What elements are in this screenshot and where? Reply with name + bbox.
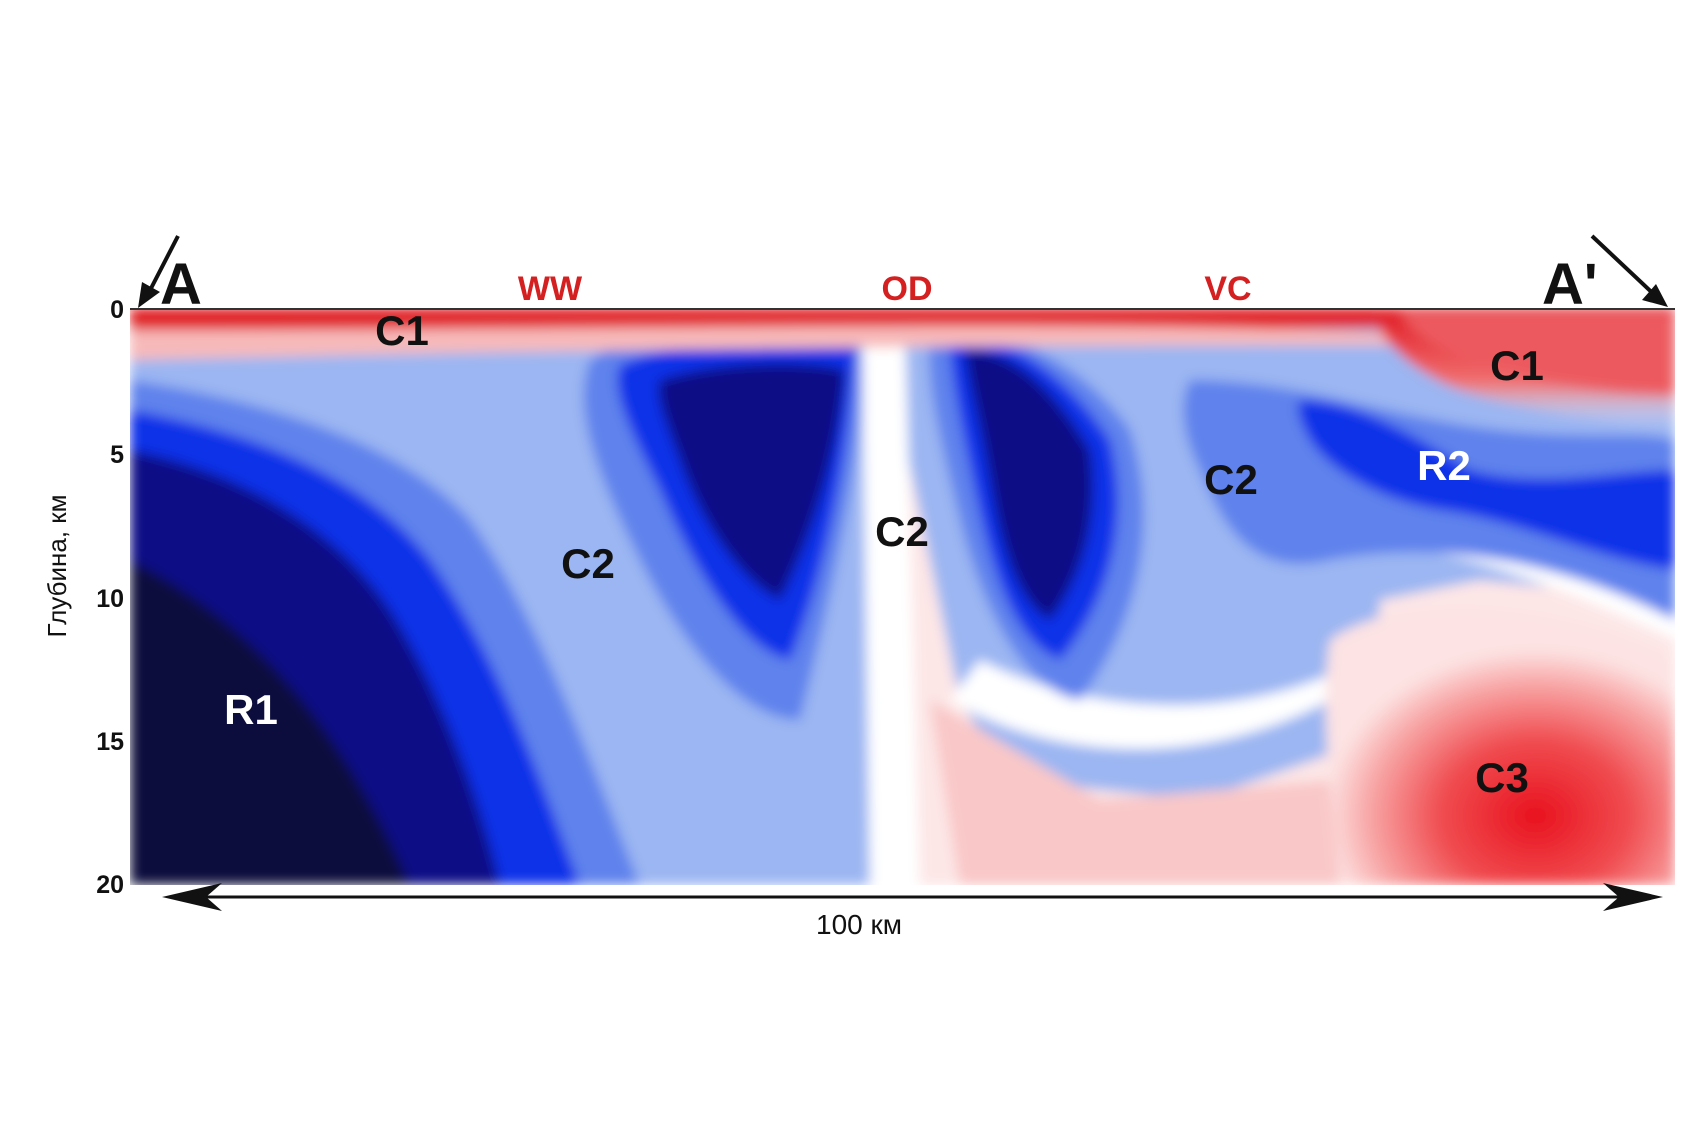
profile-end-marker: A'	[1542, 234, 1668, 317]
zone-c1-right: C1	[1490, 342, 1544, 389]
depth-tick-5: 5	[110, 441, 124, 469]
surface-markers: WW OD VC	[518, 270, 1252, 308]
arrow-right-icon	[1603, 883, 1663, 911]
zone-c1-left: C1	[375, 307, 429, 354]
depth-tick-20: 20	[96, 871, 124, 899]
depth-axis-label: Глубина, км	[42, 494, 72, 637]
distance-scale: 100 км	[162, 883, 1663, 940]
zone-r1: R1	[224, 686, 278, 733]
zone-labels: C1 C1 C2 C2 C2 R1 R2 C3	[224, 307, 1544, 801]
zone-r2: R2	[1417, 442, 1471, 489]
profile-start-label: A	[160, 252, 202, 317]
depth-tick-10: 10	[96, 585, 124, 613]
arrow-head-icon	[1642, 284, 1668, 307]
depth-axis: 0 5 10 15 20	[96, 296, 124, 899]
marker-vc: VC	[1204, 270, 1251, 308]
arrow-left-icon	[162, 883, 222, 911]
profile-start-marker: A	[138, 235, 202, 317]
zone-c2-right: C2	[1204, 456, 1258, 503]
depth-tick-0: 0	[110, 296, 124, 324]
marker-od: OD	[882, 270, 933, 308]
distance-label: 100 км	[816, 909, 902, 940]
profile-end-label: A'	[1542, 252, 1598, 317]
depth-tick-15: 15	[96, 728, 124, 756]
zone-c2-center: C2	[875, 508, 929, 555]
marker-ww: WW	[518, 270, 583, 308]
arrow-head-icon	[138, 282, 160, 308]
section-image	[130, 308, 1675, 885]
zone-c3: C3	[1475, 754, 1529, 801]
zone-c2-left: C2	[561, 540, 615, 587]
